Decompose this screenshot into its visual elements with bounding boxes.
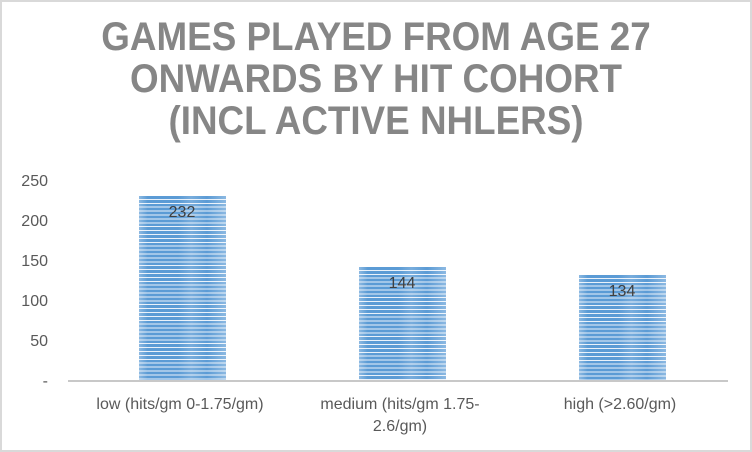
bar-data-label-1: 232 (168, 204, 196, 222)
y-axis-tick-label-2: 150 (21, 253, 48, 270)
x-axis-category-label-text: low (hits/gm 0-1.75/gm) (96, 396, 264, 413)
chart-title-line-1: GAMES PLAYED FROM AGE 27 (101, 15, 651, 59)
bar-1: 232 (138, 196, 226, 382)
y-axis-tick-label-3: 100 (21, 293, 48, 310)
y-axis-tick-label-1: 200 (21, 213, 48, 230)
x-axis-category-label-text: high (>2.60/gm) (563, 396, 677, 413)
x-axis-category-label-3: high (>2.60/gm) (510, 394, 730, 416)
chart-title-line-3: (INCL ACTIVE NHLERS) (168, 99, 584, 143)
chart-title-line-2: ONWARDS BY HIT COHORT (129, 57, 623, 101)
bar-data-label-2: 144 (388, 274, 416, 292)
bar-3: 134 (578, 274, 666, 382)
bar-data-label-3: 134 (608, 282, 636, 300)
y-axis-tick-label-0: 250 (21, 173, 48, 190)
x-axis-category-label-1: low (hits/gm 0-1.75/gm) (70, 394, 290, 416)
x-axis-category-label-2: medium (hits/gm 1.75-2.6/gm) (290, 394, 510, 438)
x-axis-category-label-text: medium (hits/gm 1.75-2.6/gm) (320, 396, 480, 435)
chart-title: GAMES PLAYED FROM AGE 27 ONWARDS BY HIT … (32, 16, 720, 142)
bar-2: 144 (358, 266, 446, 382)
y-axis-tick-label-5: - (42, 373, 48, 390)
y-axis-tick-label-4: 50 (30, 333, 48, 350)
x-axis-line (68, 380, 728, 382)
